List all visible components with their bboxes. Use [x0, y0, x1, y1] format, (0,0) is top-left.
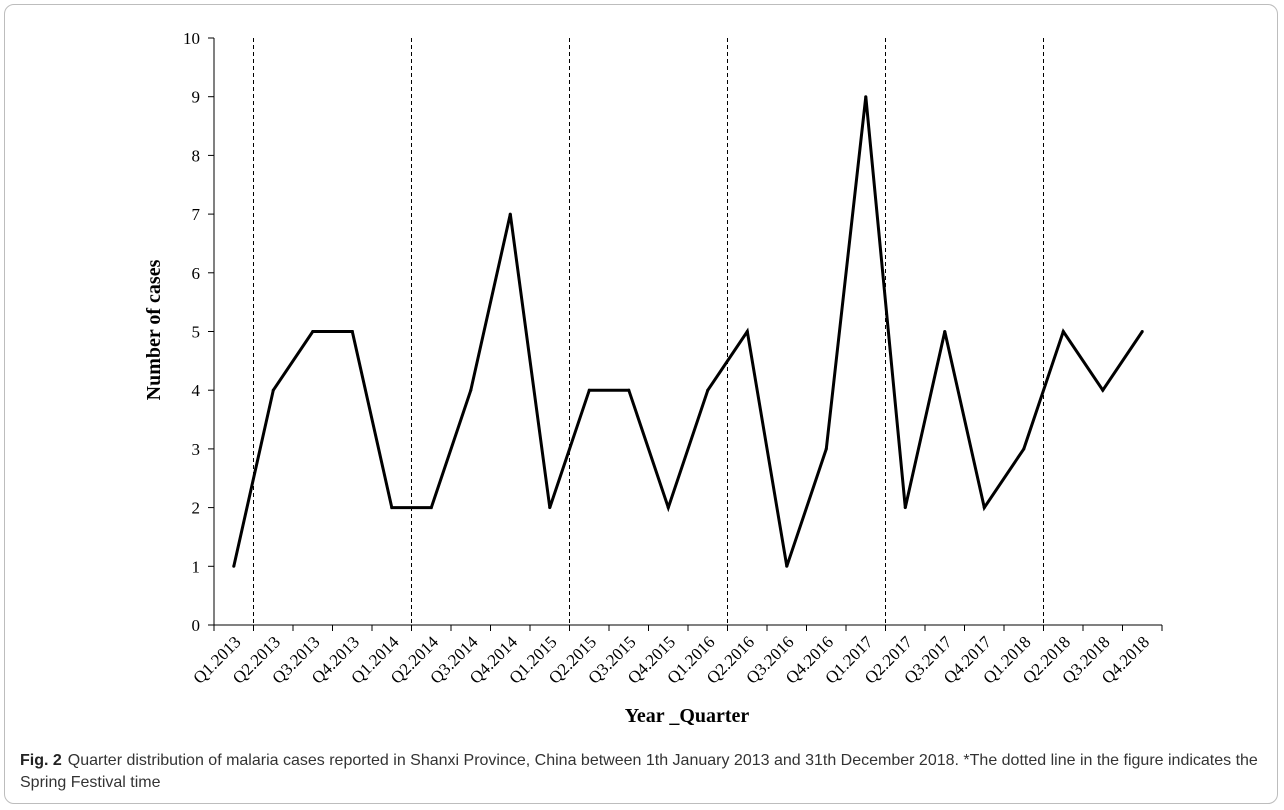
data-point [1061, 330, 1065, 333]
data-point [982, 506, 986, 510]
series-layer [232, 95, 1144, 568]
figure-frame [4, 4, 1278, 804]
y-axis-title: Number of cases [143, 259, 165, 400]
line-chart: 012345678910Q1.2013Q2.2013Q3.2013Q4.2013… [143, 29, 1163, 727]
data-point [627, 388, 631, 392]
y-tick-label: 0 [192, 616, 201, 635]
data-point [232, 564, 236, 568]
y-tick-label: 9 [192, 88, 201, 107]
data-point [390, 506, 394, 510]
tick-labels: 012345678910Q1.2013Q2.2013Q3.2013Q4.2013… [183, 29, 1153, 688]
data-point [745, 330, 749, 333]
y-tick-label: 7 [192, 205, 201, 224]
figure-label: Fig. 2 [20, 752, 62, 769]
figure-caption: Fig. 2 Quarter distribution of malaria ca… [20, 750, 1270, 794]
y-tick-label: 1 [192, 557, 201, 576]
data-point [508, 212, 512, 216]
spring-festival-markers [253, 38, 1044, 625]
x-axis-title: Year _Quarter [625, 705, 750, 727]
y-tick-label: 8 [192, 146, 201, 165]
data-point [548, 506, 552, 510]
chart-axes [208, 37, 1163, 631]
data-point [1140, 330, 1144, 333]
caption-text: Quarter distribution of malaria cases re… [20, 752, 1258, 791]
data-point [311, 330, 315, 333]
data-point [271, 388, 275, 392]
data-point [1101, 388, 1105, 392]
y-tick-label: 5 [192, 323, 201, 342]
y-tick-label: 10 [183, 29, 200, 48]
y-tick-label: 6 [192, 264, 201, 283]
data-point [943, 330, 947, 333]
data-point [587, 388, 591, 392]
data-point [666, 506, 670, 510]
data-point [903, 506, 907, 510]
data-point [864, 95, 868, 99]
y-tick-label: 2 [192, 499, 201, 518]
y-tick-label: 4 [192, 381, 201, 400]
data-point [469, 388, 473, 392]
data-point [1022, 447, 1026, 451]
data-point [429, 506, 433, 510]
data-point [824, 447, 828, 451]
data-point [706, 388, 710, 392]
y-tick-label: 3 [192, 440, 201, 459]
data-point [785, 564, 789, 568]
data-point [350, 330, 354, 333]
series-line [232, 96, 1144, 567]
